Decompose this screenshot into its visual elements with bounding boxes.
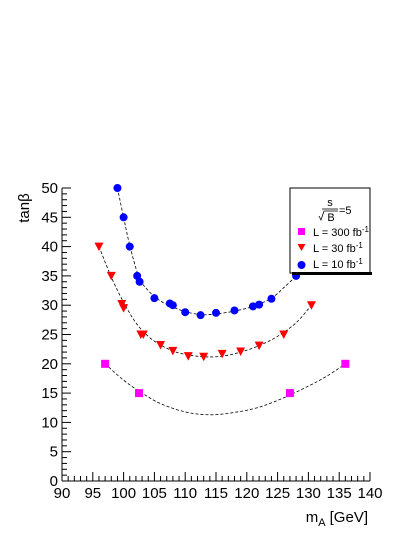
tick-labels: 90 95 100 105 110 115 120 125 130 135 140 0 5 10 15 20 2… — [41, 180, 382, 502]
x-tick-label: 140 — [357, 485, 382, 502]
legend-entry-10-sup: -1 — [356, 257, 364, 266]
x-axis-label-main: m — [306, 509, 319, 526]
legend-title-numerator: s — [327, 197, 333, 209]
data-point-circle — [119, 213, 128, 222]
data-point-square — [135, 389, 143, 398]
y-tick-label: 40 — [41, 239, 58, 256]
data-point-circle — [248, 302, 257, 311]
legend-entry-10: L = 10 fb-1 — [313, 257, 363, 271]
x-tick-label: 130 — [296, 485, 321, 502]
x-tick-label: 90 — [54, 485, 71, 502]
data-markers — [94, 184, 350, 398]
fit-curve-triangle-down — [98, 246, 312, 358]
y-tick-label: 15 — [41, 385, 58, 402]
x-tick-label: 105 — [142, 485, 167, 502]
y-tick-label: 10 — [41, 414, 58, 431]
data-point-triangle — [138, 330, 148, 339]
data-point-circle — [113, 184, 122, 192]
legend-marker-circle — [297, 261, 306, 269]
data-point-circle — [196, 311, 205, 320]
legend-entry-300-sup: -1 — [362, 225, 370, 234]
data-point-circle — [181, 308, 190, 317]
legend-title-denominator: B — [327, 212, 334, 224]
legend-entry-10-text: L = 10 fb — [313, 259, 356, 271]
x-tick-label: 95 — [84, 485, 101, 502]
data-point-circle — [168, 301, 177, 310]
data-point-circle — [212, 308, 220, 317]
data-point-square — [101, 359, 110, 368]
y-tick-label: 35 — [41, 268, 58, 285]
x-tick-label: 120 — [234, 485, 259, 502]
legend-marker-triangle — [297, 244, 306, 251]
data-point-circle — [135, 277, 144, 286]
legend: s B =5 L = 300 fb-1 L = 30 fb-1 L = 10 f… — [289, 187, 372, 275]
x-tick-label: 115 — [204, 485, 228, 502]
y-tick-label: 20 — [41, 356, 58, 373]
data-point-triangle — [279, 330, 289, 339]
y-tick-label: 0 — [50, 473, 58, 490]
data-point-square — [341, 359, 350, 368]
legend-marker-square — [298, 228, 305, 235]
y-axis-label: tanβ — [16, 193, 33, 223]
x-tick-label: 110 — [173, 485, 197, 502]
data-point-triangle — [119, 304, 129, 313]
legend-title-sqrt-sign — [318, 210, 338, 222]
data-point-triangle — [254, 341, 264, 351]
legend-entry-30-text: L = 30 fb — [313, 243, 356, 255]
data-point-triangle — [156, 341, 166, 350]
y-tick-label: 30 — [41, 297, 58, 314]
legend-entry-30-sup: -1 — [356, 241, 364, 250]
data-point-circle — [267, 294, 276, 303]
legend-entry-300: L = 300 fb-1 — [313, 225, 370, 239]
y-tick-label: 50 — [41, 180, 58, 197]
legend-entry-300-text: L = 300 fb — [313, 227, 362, 239]
fit-curve-circle — [117, 187, 303, 316]
data-point-circle — [150, 294, 159, 303]
data-point-triangle — [168, 346, 178, 356]
data-point-triangle — [217, 349, 227, 359]
x-tick-label: 100 — [111, 485, 136, 502]
data-point-triangle — [94, 242, 104, 252]
data-point-triangle — [199, 352, 209, 362]
y-tick-label: 25 — [41, 327, 58, 344]
data-point-triangle — [183, 352, 193, 361]
data-point-circle — [230, 306, 239, 315]
data-point-circle — [125, 242, 134, 251]
y-tick-label: 45 — [41, 209, 58, 226]
axes — [61, 187, 371, 482]
x-axis-label-unit: [GeV] — [330, 509, 368, 526]
data-point-circle — [255, 300, 264, 309]
legend-title-suffix: =5 — [339, 205, 352, 217]
x-axis-label-subscript: A — [318, 517, 326, 529]
x-axis-label: mA [GeV] — [306, 509, 368, 529]
data-point-triangle — [306, 301, 316, 310]
data-point-triangle — [106, 271, 116, 281]
data-point-square — [285, 389, 294, 398]
x-tick-label: 135 — [327, 485, 352, 502]
legend-entry-30: L = 30 fb-1 — [313, 241, 363, 255]
y-tick-label: 5 — [50, 444, 58, 461]
data-point-triangle — [236, 347, 246, 356]
x-tick-label: 125 — [265, 485, 290, 502]
